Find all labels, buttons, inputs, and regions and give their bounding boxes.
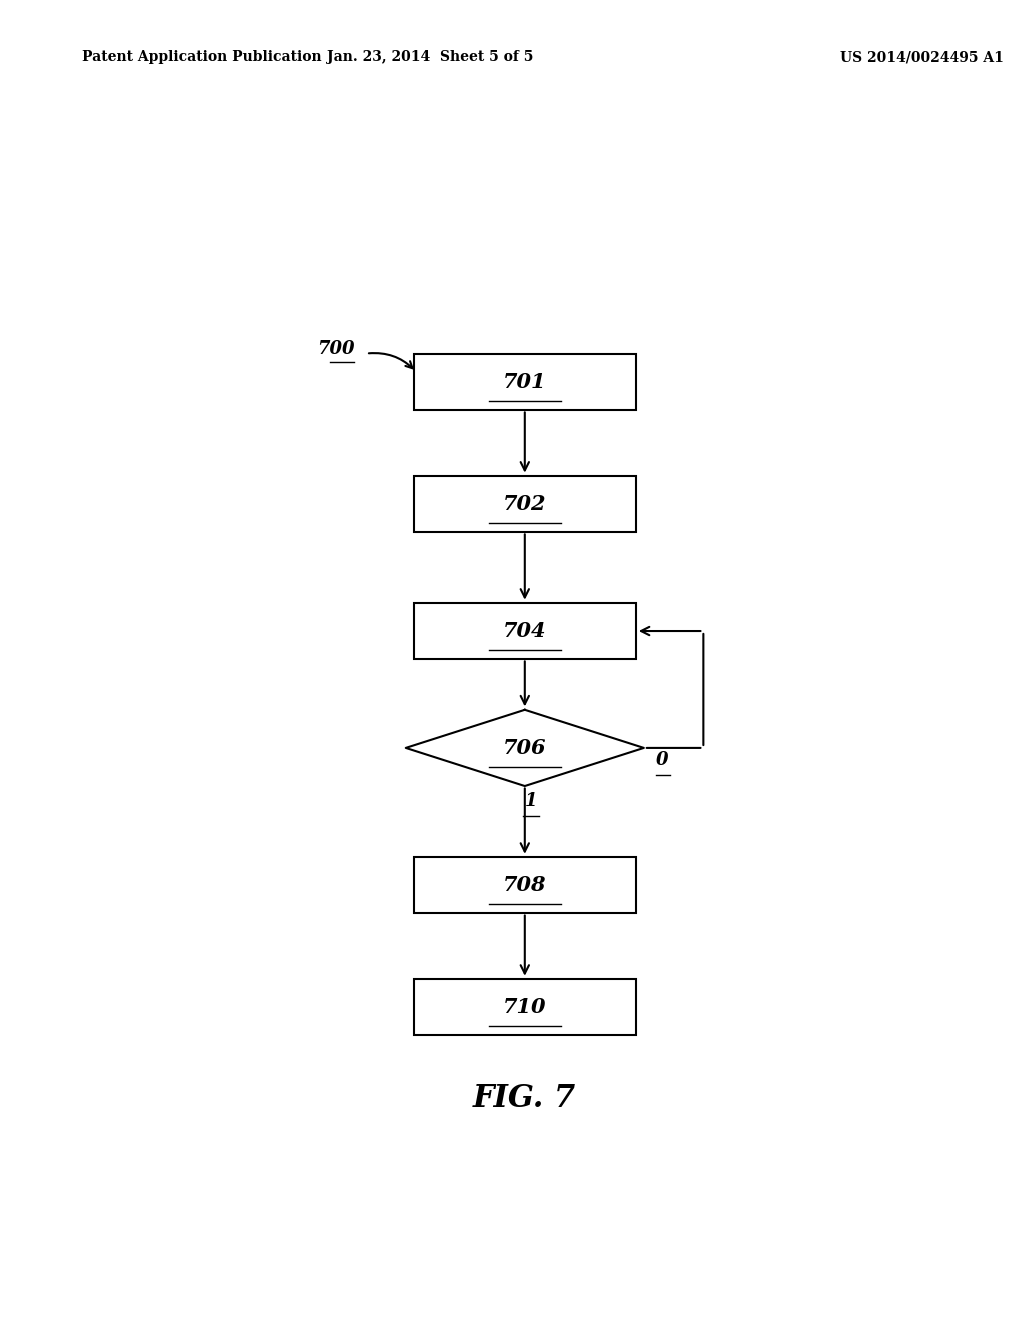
- Bar: [414, 979, 636, 1035]
- Text: 702: 702: [503, 494, 547, 513]
- Text: Patent Application Publication: Patent Application Publication: [82, 50, 322, 65]
- Text: 1: 1: [525, 792, 538, 809]
- Text: FIG. 7: FIG. 7: [473, 1084, 577, 1114]
- Text: 710: 710: [503, 997, 547, 1018]
- Bar: [414, 857, 636, 913]
- Text: US 2014/0024495 A1: US 2014/0024495 A1: [840, 50, 1004, 65]
- Bar: [414, 603, 636, 659]
- Text: 701: 701: [503, 372, 547, 392]
- Text: 700: 700: [316, 341, 354, 359]
- Text: 706: 706: [503, 738, 547, 758]
- Polygon shape: [406, 710, 644, 785]
- Text: 708: 708: [503, 875, 547, 895]
- Text: Jan. 23, 2014  Sheet 5 of 5: Jan. 23, 2014 Sheet 5 of 5: [327, 50, 534, 65]
- Bar: [414, 477, 636, 532]
- Text: 0: 0: [655, 751, 669, 770]
- Text: 704: 704: [503, 620, 547, 642]
- Bar: [414, 354, 636, 411]
